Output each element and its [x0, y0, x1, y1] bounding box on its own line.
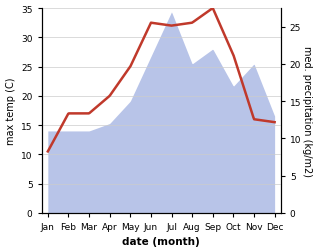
Y-axis label: max temp (C): max temp (C)	[5, 77, 16, 145]
Y-axis label: med. precipitation (kg/m2): med. precipitation (kg/m2)	[302, 46, 313, 176]
X-axis label: date (month): date (month)	[122, 237, 200, 246]
